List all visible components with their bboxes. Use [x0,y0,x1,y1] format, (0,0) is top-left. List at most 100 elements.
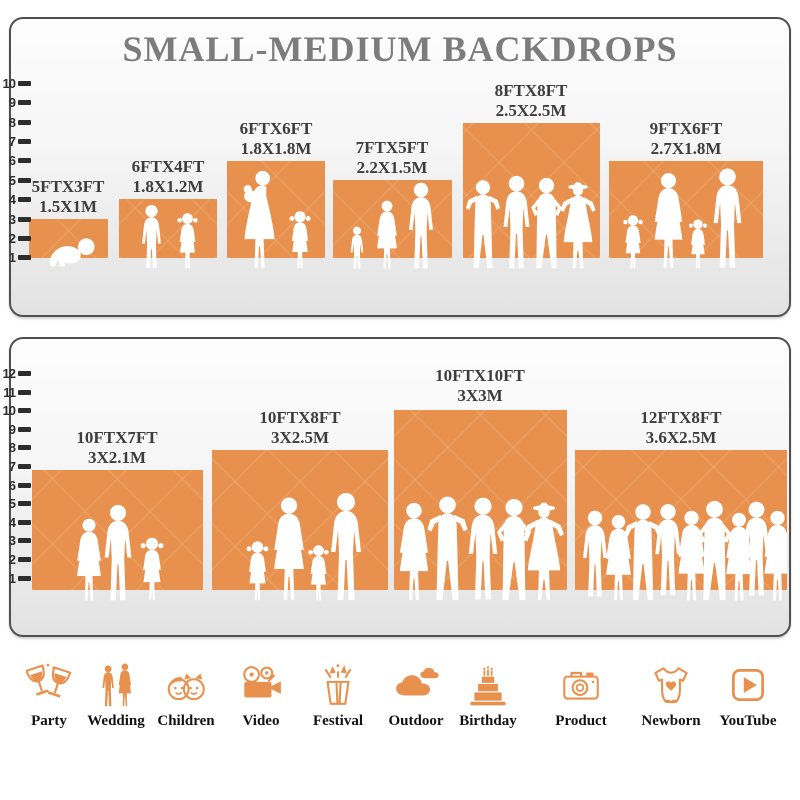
category-label: Newborn [641,713,701,729]
backdrop-label: 10FTX7FT 3X2.1M [76,428,158,468]
ruler-tick [18,119,31,125]
ruler-tick [18,177,31,183]
ruler-mark: 3 [0,532,31,548]
ruler-tick [18,157,31,163]
ruler-mark: 8 [0,439,31,455]
backdrop-label: 5FTX3FT 1.5X1M [31,177,105,217]
ruler-number: 8 [8,114,16,130]
birthday-cake-icon [470,666,506,706]
category-birthday: Birthday [449,662,527,730]
ruler-tick [18,196,31,202]
backdrop-label: 7FTX5FT 2.2X1.5M [355,138,429,178]
ruler-tick [18,519,31,525]
photo-camera-icon [563,671,599,700]
ruler-tick [18,216,31,222]
page-title: SMALL-MEDIUM BACKDROPS [122,29,678,69]
category-label: Children [157,713,215,729]
backdrop-rect [609,161,763,258]
baby-onesie-icon [654,667,688,704]
ruler-number: 2 [8,230,16,246]
ruler-number: 9 [8,94,16,110]
backdrop-rect [394,410,567,590]
children-faces-icon [167,673,205,701]
category-label: Party [31,713,67,729]
ruler-number: 12 [2,365,16,381]
category-festival: Festival [299,662,377,730]
ruler-number: 2 [8,551,16,567]
backdrop-label: 12FTX8FT 3.6X2.5M [640,408,722,448]
category-product: Product [542,662,620,730]
category-label: Outdoor [388,713,444,729]
category-label: YouTube [719,713,777,729]
gift-box-icon [324,664,352,705]
ruler-number: 6 [8,477,16,493]
ruler-mark: 9 [0,421,31,437]
cloud-icon [396,667,439,696]
ruler-number: 1 [8,570,16,586]
category-label: Festival [313,713,363,729]
backdrop-rect [333,180,452,258]
ruler-mark: 12 [0,365,31,381]
category-outdoor: Outdoor [377,662,455,730]
ruler-mark: 7 [0,458,31,474]
ruler-number: 1 [8,249,16,265]
ruler-tick [18,235,31,241]
youtube-play-icon [732,669,764,701]
backdrop-label: 6FTX6FT 1.8X1.8M [239,119,313,159]
ruler-number: 5 [8,172,16,188]
ruler-tick [18,370,31,376]
category-youtube: YouTube [709,662,787,730]
ruler-mark: 1 [0,249,31,265]
ruler-mark: 4 [0,191,31,207]
category-label: Video [242,713,280,729]
backdrop-rect [575,450,787,590]
category-label: Birthday [459,713,517,729]
ruler-mark: 11 [0,385,31,400]
ruler-tick [18,575,31,581]
category-label: Product [555,713,607,729]
category-party: Party [10,662,88,730]
ruler-number: 7 [8,458,16,474]
ruler-mark: 3 [0,211,31,227]
backdrop-label: 10FTX8FT 3X2.5M [259,408,341,448]
category-children: Children [147,662,225,730]
ruler-tick [18,99,31,105]
ruler-number: 7 [8,133,16,149]
ruler-tick [18,444,31,450]
backdrop-rect [119,199,217,258]
ruler-mark: 6 [0,152,31,168]
ruler-tick [18,80,31,86]
ruler-number: 3 [8,211,16,227]
backdrop-rect [212,450,388,590]
ruler-number: 3 [8,532,16,548]
category-video: Video [222,662,300,730]
ruler-tick [18,500,31,506]
backdrop-label: 6FTX4FT 1.8X1.2M [131,157,205,197]
movie-camera-icon [243,666,281,698]
ruler-tick [18,537,31,543]
ruler-mark: 7 [0,133,31,149]
party-glasses-icon [26,663,72,698]
ruler-mark: 5 [0,172,31,188]
ruler-mark: 10 [0,403,31,418]
ruler-tick [18,389,31,395]
backdrop-label: 10FTX10FT 3X3M [435,366,525,406]
ruler-number: 8 [8,439,16,455]
backdrop-rect [463,123,600,258]
backdrop-rect [32,470,203,590]
category-wedding: Wedding [77,662,155,730]
ruler-mark: 4 [0,515,31,530]
ruler-number: 6 [8,152,16,168]
ruler-tick [18,463,31,469]
ruler-number: 4 [8,191,16,207]
ruler-mark: 2 [0,551,31,567]
ruler-tick [18,482,31,488]
backdrop-rect [227,161,325,258]
category-label: Wedding [87,713,145,729]
ruler-tick [18,556,31,562]
ruler-tick [18,407,31,413]
ruler-number: 9 [8,421,16,437]
ruler-tick [18,138,31,144]
wedding-couple-icon [102,663,132,707]
